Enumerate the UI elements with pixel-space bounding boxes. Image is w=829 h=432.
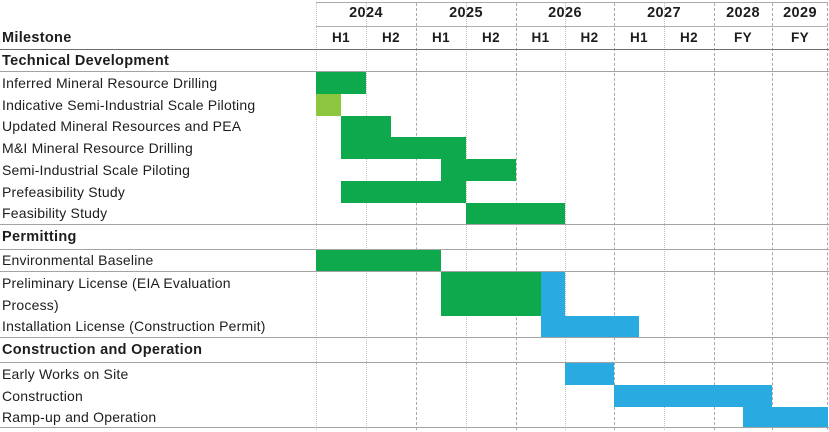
gantt-bar-lightgreen <box>316 93 341 116</box>
section-title: Technical Development <box>2 52 170 69</box>
period-header-8: FY <box>733 30 753 45</box>
year-header-2025: 2025 <box>449 5 483 21</box>
task-bar-area <box>316 384 829 407</box>
task-row: Feasibility Study <box>0 202 829 225</box>
gantt-bar-green <box>341 180 466 203</box>
task-row: M&I Mineral Resource Drilling <box>0 137 829 160</box>
task-row: Inferred Mineral Resource Drilling <box>0 72 829 94</box>
year-header-2027: 2027 <box>647 5 681 21</box>
task-label: Early Works on Site <box>2 365 129 382</box>
year-header-2029: 2029 <box>783 5 817 21</box>
task-bar-area <box>316 362 829 385</box>
task-label: Preliminary License (EIA Evaluation Proce… <box>0 272 316 316</box>
gantt-bar-blue <box>565 362 614 385</box>
task-bar-area <box>316 180 829 203</box>
gantt-bar-green <box>466 202 565 224</box>
task-row: Construction <box>0 384 829 407</box>
period-header-row: Milestone H1 H2 H1 H2 H1 H2 H1 H2 FY FY <box>0 26 829 50</box>
task-row: Updated Mineral Resources and PEA <box>0 115 829 138</box>
period-header-5: H2 <box>580 30 599 45</box>
gantt-bar-blue <box>540 271 565 316</box>
task-label: Updated Mineral Resources and PEA <box>2 118 242 135</box>
task-row: Installation License (Construction Permi… <box>0 315 829 338</box>
year-header-2028: 2028 <box>726 5 760 21</box>
period-header-9: FY <box>790 30 810 45</box>
task-label: Installation License (Construction Permi… <box>2 318 266 335</box>
task-bar-area <box>316 137 829 160</box>
task-label-line: Preliminary License (EIA Evaluation <box>2 274 231 291</box>
task-bar-area <box>316 406 829 428</box>
task-label: M&I Mineral Resource Drilling <box>2 140 193 157</box>
task-row: Semi-Industrial Scale Piloting <box>0 159 829 181</box>
section-row: Technical Development <box>0 50 829 72</box>
section-title: Permitting <box>2 228 77 245</box>
period-header-7: H2 <box>679 30 699 45</box>
period-header-0: H1 <box>331 30 351 45</box>
gantt-bar-green <box>341 137 466 160</box>
task-bar-area <box>316 271 829 316</box>
period-header-6: H1 <box>629 30 649 45</box>
task-row: Indicative Semi-Industrial Scale Pilotin… <box>0 93 829 116</box>
gantt-bar-green <box>341 115 391 138</box>
period-header-2: H1 <box>431 30 451 45</box>
milestone-column-header: Milestone <box>2 29 72 46</box>
section-bar-area <box>316 338 829 362</box>
task-row: Prefeasibility Study <box>0 180 829 203</box>
task-row: Preliminary License (EIA Evaluation Proce… <box>0 271 829 316</box>
section-row: Permitting <box>0 225 829 250</box>
section-row: Construction and Operation <box>0 338 829 363</box>
year-header-row: 2024 2025 2026 2027 2028 2029 <box>0 0 829 26</box>
year-header-2026: 2026 <box>548 5 582 21</box>
task-label: Construction <box>2 387 83 404</box>
task-row: Environmental Baseline <box>0 249 829 272</box>
task-row: Ramp-up and Operation <box>0 406 829 429</box>
period-columns: H1 H2 H1 H2 H1 H2 H1 H2 FY FY <box>316 26 829 49</box>
year-header-2024: 2024 <box>349 5 383 21</box>
section-title: Construction and Operation <box>2 341 203 358</box>
gantt-bar-green <box>316 72 366 94</box>
task-label: Prefeasibility Study <box>2 183 126 200</box>
gantt-bar-blue <box>614 384 772 407</box>
task-bar-area <box>316 93 829 116</box>
section-bar-area <box>316 225 829 249</box>
period-header-1: H2 <box>381 30 401 45</box>
gantt-body: Technical Development Inferred Mineral Re… <box>0 50 829 429</box>
task-label: Environmental Baseline <box>2 252 154 269</box>
task-row: Early Works on Site <box>0 362 829 385</box>
gantt-bar-blue <box>540 315 639 337</box>
task-bar-area <box>316 249 829 271</box>
task-label: Semi-Industrial Scale Piloting <box>2 162 191 179</box>
task-bar-area <box>316 72 829 94</box>
gantt-bar-green <box>441 159 516 181</box>
year-columns: 2024 2025 2026 2027 2028 2029 <box>316 0 829 26</box>
task-label: Indicative Semi-Industrial Scale Pilotin… <box>2 96 256 113</box>
task-label: Ramp-up and Operation <box>2 408 157 425</box>
task-bar-area <box>316 115 829 138</box>
year-header-spacer <box>0 0 316 26</box>
gantt-bar-green <box>316 249 441 271</box>
period-header-4: H1 <box>531 30 550 45</box>
gantt-bar-green <box>441 271 541 316</box>
task-bar-area <box>316 159 829 181</box>
gantt-bar-blue <box>743 406 828 428</box>
task-bar-area <box>316 315 829 337</box>
task-label-line: Process) <box>2 296 59 313</box>
task-bar-area <box>316 202 829 224</box>
task-label: Inferred Mineral Resource Drilling <box>2 74 218 91</box>
section-bar-area <box>316 50 829 71</box>
period-header-3: H2 <box>481 30 501 45</box>
task-label: Feasibility Study <box>2 205 108 222</box>
